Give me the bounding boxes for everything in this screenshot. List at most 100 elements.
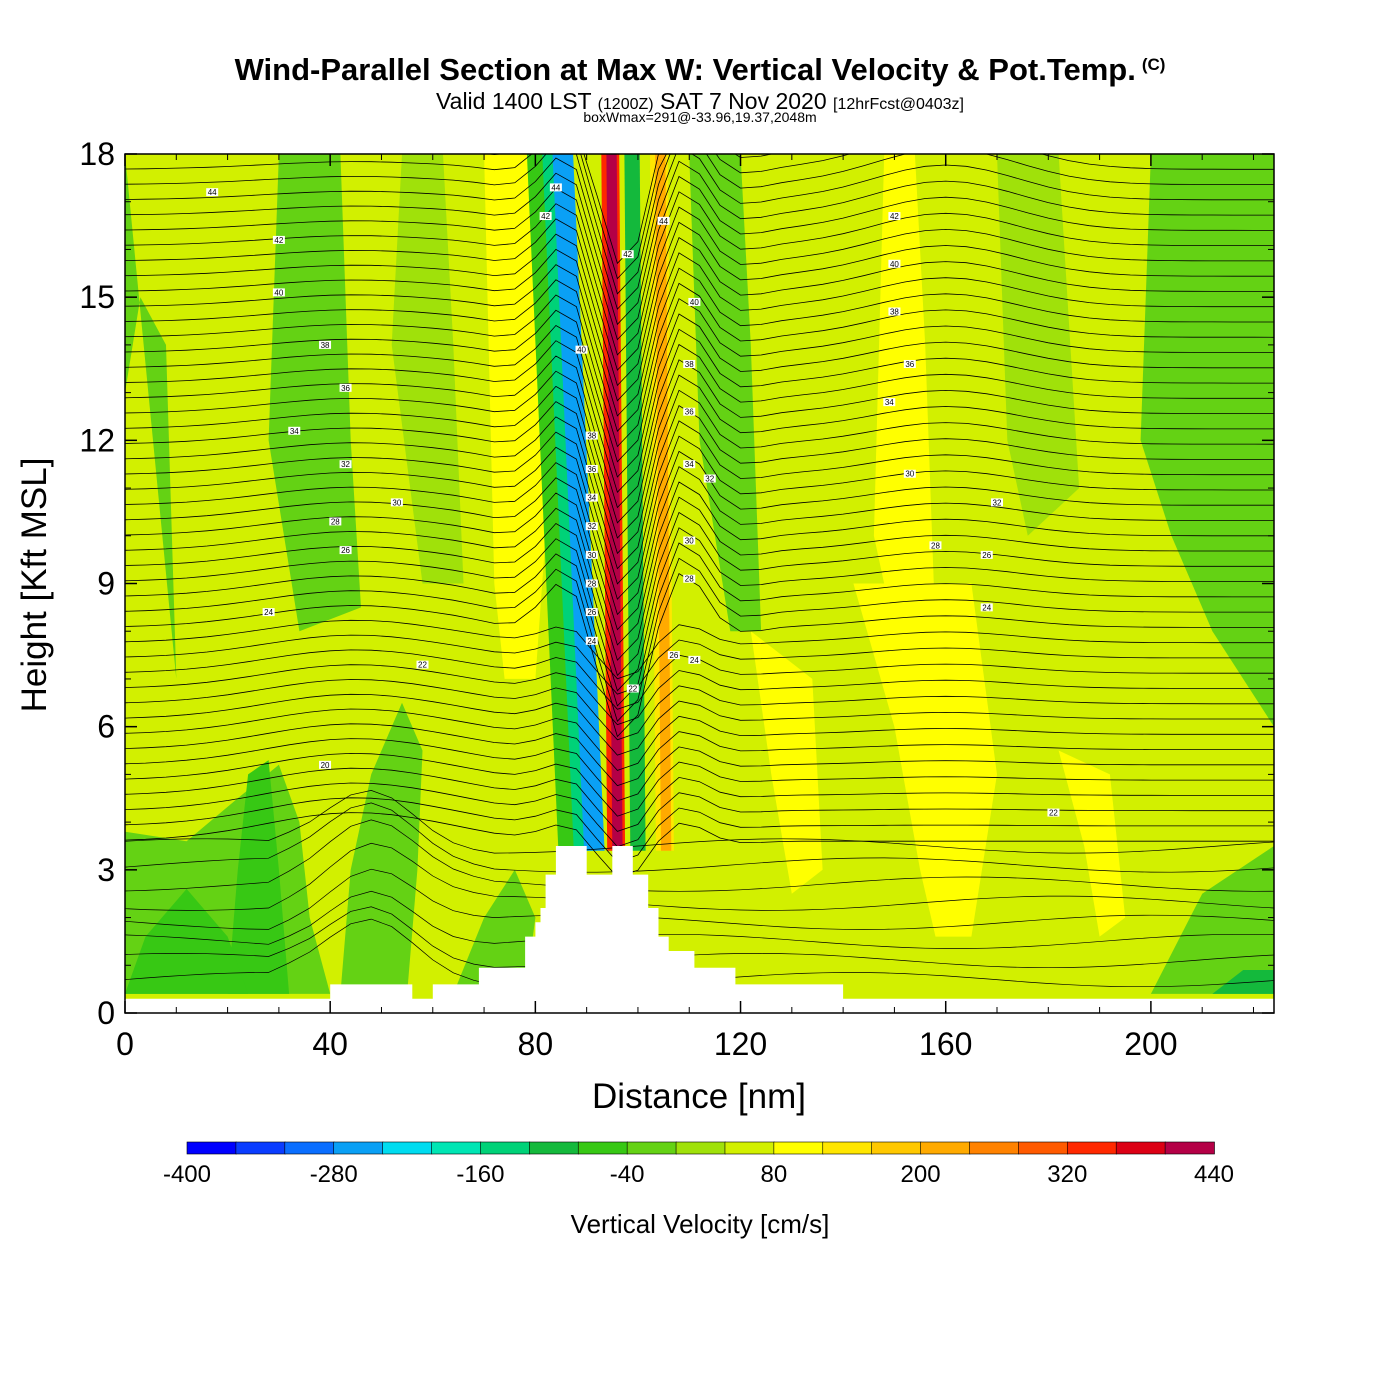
colorbar-swatch (284, 1141, 335, 1155)
contour-label-text: 38 (587, 432, 596, 441)
contour-label-text: 42 (890, 212, 899, 221)
contour-label-text: 42 (541, 212, 550, 221)
theta-contour (125, 634, 1274, 695)
theta-contour (125, 435, 1274, 600)
contour-label-text: 28 (931, 541, 940, 550)
contour-label-text: 34 (587, 494, 596, 503)
theta-contour (125, 405, 1274, 570)
contour-label-text: 26 (982, 551, 991, 560)
contour-label-bg (206, 188, 219, 197)
contour-label: 26 (667, 651, 680, 660)
theta-contour (125, 154, 1274, 280)
contour-label-text: 42 (274, 236, 283, 245)
colorbar-swatch (724, 1141, 775, 1155)
colorbar-tick-label: -160 (456, 1161, 504, 1188)
box-wmax-info: boxWmax=291@-33.96,19.37,2048m (583, 109, 817, 125)
contour-label: 42 (272, 235, 285, 245)
vertical-velocity-field (125, 154, 1274, 1013)
theta-contour (125, 154, 1274, 310)
contour-label: 30 (585, 550, 598, 560)
contour-label: 30 (390, 498, 403, 507)
contour-label: 38 (888, 307, 901, 316)
contour-label: 30 (903, 469, 916, 479)
contour-label: 24 (688, 655, 701, 665)
theta-contour (125, 206, 1274, 371)
contour-label-bg (575, 345, 588, 354)
contour-label: 24 (262, 608, 275, 617)
contour-label: 34 (683, 460, 696, 469)
contour-label-text: 32 (993, 498, 1002, 507)
contour-label-bg (339, 383, 352, 392)
contour-label-bg (903, 359, 916, 368)
contour-label: 34 (883, 398, 896, 407)
colorbar-tick-label: 440 (1194, 1161, 1234, 1188)
velocity-region (453, 869, 536, 994)
chart-title: Wind-Parallel Section at Max W: Vertical… (0, 52, 1400, 88)
theta-contour (125, 359, 1274, 524)
contour-label-bg (585, 608, 598, 617)
contour-labels: 44 42 40 38 36 34 32 30 28 26 24 22 20 44 42 40 38 36 34 32… (206, 183, 1060, 818)
colorbar-swatch (626, 1141, 677, 1155)
theta-contour (125, 906, 1274, 969)
contour-label: 22 (626, 684, 639, 693)
theta-contour (125, 738, 1274, 802)
contour-label-text: 28 (331, 517, 340, 526)
velocity-band (655, 154, 672, 851)
contour-label-bg (585, 522, 598, 531)
contour-label-text: 22 (418, 661, 427, 670)
valid-time: Valid 1400 LST (436, 88, 592, 114)
terrain-profile (125, 846, 1274, 1013)
colorbar-tick-label: -400 (163, 1161, 211, 1188)
velocity-region (1181, 154, 1244, 584)
colorbar-swatch (235, 1141, 286, 1155)
contour-label: 30 (683, 536, 696, 546)
contour-label-text: 30 (685, 537, 694, 546)
contour-label: 38 (585, 431, 598, 441)
contour-label-text: 34 (685, 460, 694, 469)
velocity-region (1058, 750, 1126, 937)
colorbar-swatch (773, 1141, 824, 1155)
theta-contour (125, 343, 1274, 509)
forecast-info: [12hrFcst@0403z] (833, 96, 964, 113)
colorbar-swatch (1018, 1141, 1069, 1155)
velocity-region (1212, 970, 1274, 994)
contour-label-bg (883, 398, 896, 407)
contour-label-text: 22 (628, 684, 637, 693)
contour-label: 44 (657, 216, 670, 226)
velocity-region (873, 154, 936, 632)
contour-label-text: 42 (623, 250, 632, 259)
contour-label-text: 32 (341, 460, 350, 469)
theta-contour (125, 542, 1274, 707)
contour-label-text: 44 (659, 217, 668, 226)
theta-contour (125, 313, 1274, 478)
contour-label: 40 (575, 345, 588, 355)
velocity-region (750, 631, 823, 894)
contour-label-bg (929, 541, 942, 550)
terrain (125, 846, 1274, 1013)
contour-label-text: 40 (577, 346, 586, 355)
colorbar: -400 -280 -160 -40 80 200 320 440 (163, 1141, 1234, 1188)
contour-label: 42 (539, 212, 552, 221)
contour-label-text: 28 (685, 575, 694, 584)
contour-label-text: 36 (587, 465, 596, 474)
contour-label-bg (319, 760, 332, 769)
contour-label: 32 (991, 498, 1004, 507)
theta-contour (125, 221, 1274, 387)
contour-label-bg (549, 183, 562, 192)
potential-temperature-contours (125, 154, 1274, 988)
theta-contour (125, 752, 1274, 817)
contour-label-bg (683, 407, 696, 416)
theta-contour (125, 328, 1274, 493)
contour-label-bg (888, 307, 901, 316)
contour-label-text: 36 (905, 360, 914, 369)
theta-contour (125, 723, 1274, 787)
theta-contour (125, 693, 1274, 756)
contour-label: 32 (585, 522, 598, 531)
velocity-region (125, 888, 249, 994)
contour-label-bg (683, 460, 696, 469)
colorbar-swatch (822, 1141, 873, 1155)
theta-contour (125, 298, 1274, 463)
contour-label-bg (688, 655, 701, 664)
contour-label: 26 (980, 550, 993, 560)
contour-label-text: 32 (587, 522, 596, 531)
